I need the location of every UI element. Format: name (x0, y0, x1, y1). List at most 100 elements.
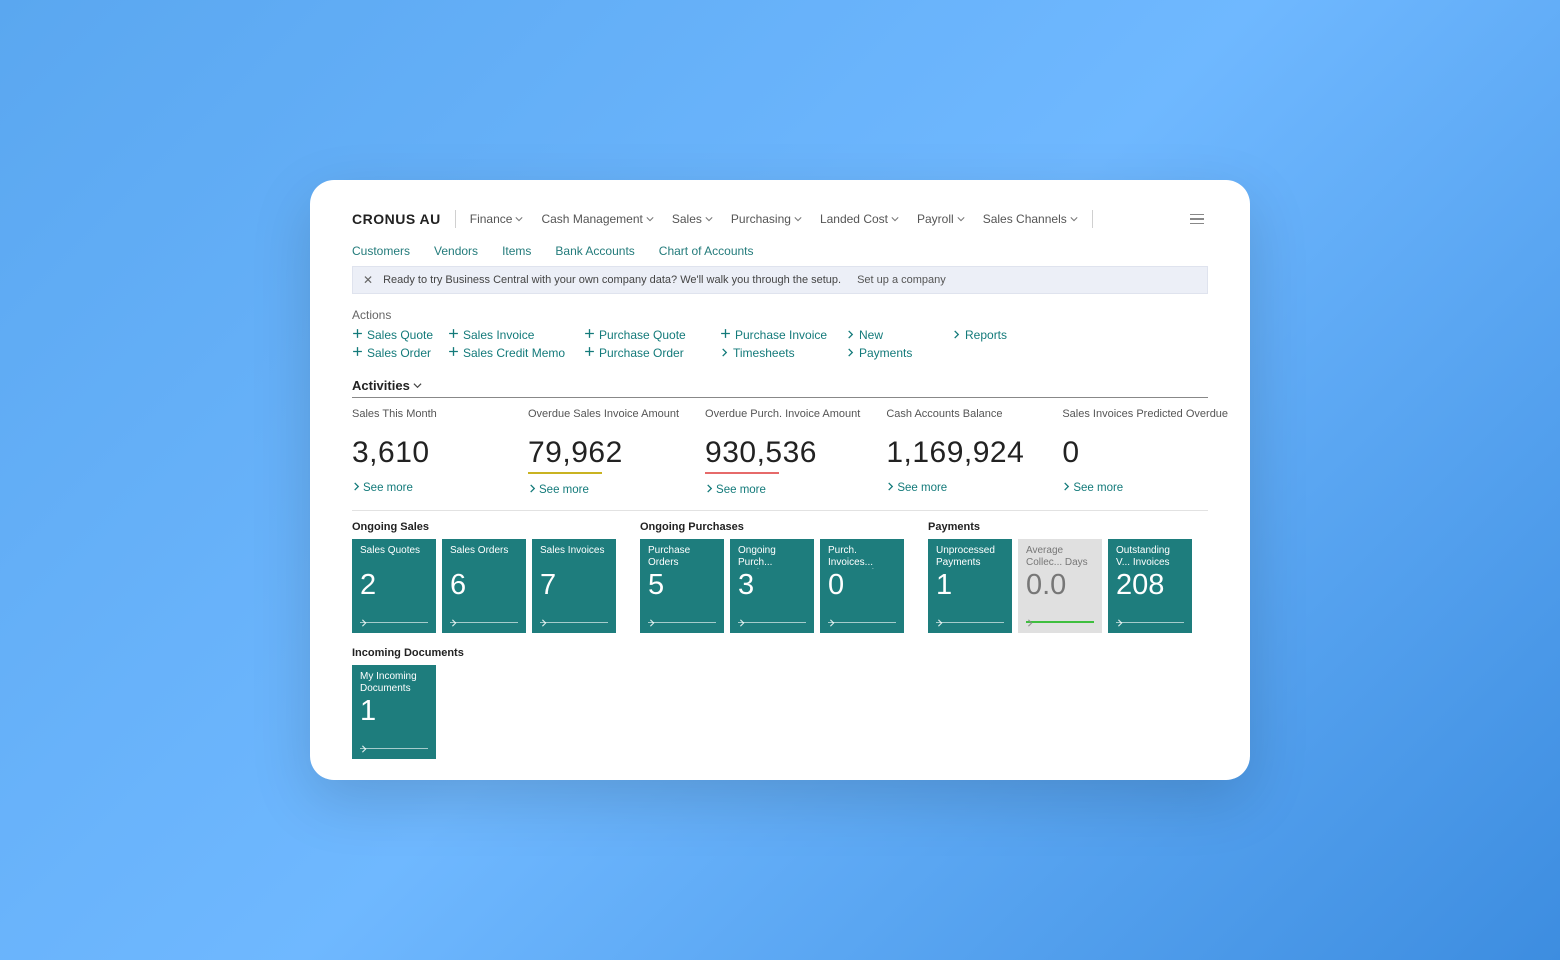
banner-text: Ready to try Business Central with your … (383, 274, 841, 286)
tile-title: Sales Orders (450, 545, 518, 569)
tile-underline (540, 622, 608, 623)
chevron-right-icon (1062, 482, 1071, 494)
kpi-label: Cash Accounts Balance (886, 408, 1036, 434)
kpi-value: 79,962 (528, 436, 679, 470)
see-more-link[interactable]: See more (528, 484, 679, 496)
tile-row: Unprocessed Payments1Average Collec... D… (928, 539, 1192, 633)
tile[interactable]: Outstanding V... Invoices208 (1108, 539, 1192, 633)
menu-item[interactable]: Payroll (917, 212, 965, 226)
action-label: New (859, 328, 883, 342)
chevron-right-icon (936, 619, 944, 629)
top-bar: CRONUS AU FinanceCash ManagementSalesPur… (352, 210, 1208, 228)
app-window: CRONUS AU FinanceCash ManagementSalesPur… (310, 180, 1250, 780)
kpi-label: Sales Invoices Predicted Overdue (1062, 408, 1228, 434)
kpi-value: 0 (1062, 436, 1228, 470)
chevron-right-icon (540, 619, 548, 629)
chevron-down-icon (1070, 215, 1078, 223)
action-label: Purchase Order (599, 346, 684, 360)
menu-label: Finance (470, 212, 513, 226)
tile-title: Ongoing Purch... Invoices (738, 545, 806, 569)
action-link[interactable]: Sales Quote (352, 328, 442, 342)
tile[interactable]: Unprocessed Payments1 (928, 539, 1012, 633)
plus-icon (352, 346, 363, 360)
kpi-label: Sales This Month (352, 408, 502, 434)
menu-item[interactable]: Sales Channels (983, 212, 1078, 226)
see-more-link[interactable]: See more (705, 484, 860, 496)
tile-row: Purchase Orders5Ongoing Purch... Invoice… (640, 539, 904, 633)
chevron-right-icon (1026, 619, 1034, 629)
kpi: Sales This Month3,610See more (352, 408, 502, 496)
sublink[interactable]: Items (502, 244, 531, 258)
tile[interactable]: Sales Invoices7 (532, 539, 616, 633)
see-more-link[interactable]: See more (352, 482, 502, 494)
action-link[interactable]: Sales Order (352, 346, 442, 360)
tile-title: Sales Invoices (540, 545, 608, 569)
tile[interactable]: Sales Orders6 (442, 539, 526, 633)
tile-group: Ongoing PurchasesPurchase Orders5Ongoing… (640, 521, 904, 633)
tile-value: 7 (540, 569, 608, 602)
action-link[interactable]: New (846, 328, 946, 342)
kpi-label: Overdue Sales Invoice Amount (528, 408, 679, 434)
action-link[interactable]: Purchase Quote (584, 328, 714, 342)
action-link[interactable]: Payments (846, 346, 946, 360)
kpi-value: 1,169,924 (886, 436, 1036, 470)
action-label: Sales Invoice (463, 328, 534, 342)
see-more-link[interactable]: See more (1062, 482, 1228, 494)
menu-item[interactable]: Landed Cost (820, 212, 899, 226)
plus-icon (720, 328, 731, 342)
tile-title: Purchase Orders (648, 545, 716, 569)
tile-row: Sales Quotes2Sales Orders6Sales Invoices… (352, 539, 616, 633)
action-link[interactable]: Reports (952, 328, 1052, 342)
action-label: Sales Quote (367, 328, 433, 342)
tile-title: My Incoming Documents (360, 671, 428, 695)
sublink[interactable]: Customers (352, 244, 410, 258)
tile-title: Unprocessed Payments (936, 545, 1004, 569)
divider (1092, 210, 1093, 228)
action-link[interactable]: Sales Invoice (448, 328, 578, 342)
action-label: Timesheets (733, 346, 795, 360)
menu-item[interactable]: Sales (672, 212, 713, 226)
chevron-right-icon (846, 346, 855, 360)
tile[interactable]: Purch. Invoices... Next Week0 (820, 539, 904, 633)
banner-action[interactable]: Set up a company (857, 274, 946, 286)
chevron-down-icon (515, 215, 523, 223)
kpi-row: Sales This Month3,610See more Overdue Sal… (352, 408, 1208, 496)
action-label: Sales Credit Memo (463, 346, 565, 360)
tile-group-title: Ongoing Sales (352, 521, 616, 533)
action-link[interactable]: Timesheets (720, 346, 840, 360)
menu-item[interactable]: Purchasing (731, 212, 802, 226)
banner-close-icon[interactable]: ✕ (363, 273, 373, 287)
see-more-label: See more (897, 482, 947, 494)
tile-underline (936, 622, 1004, 623)
action-link[interactable]: Purchase Order (584, 346, 714, 360)
action-label: Purchase Invoice (735, 328, 827, 342)
see-more-label: See more (363, 482, 413, 494)
tile[interactable]: My Incoming Documents1 (352, 665, 436, 759)
see-more-link[interactable]: See more (886, 482, 1036, 494)
tile[interactable]: Average Collec... Days0.0 (1018, 539, 1102, 633)
menu-item[interactable]: Finance (470, 212, 524, 226)
activities-heading[interactable]: Activities (352, 378, 1208, 393)
activities-label: Activities (352, 378, 410, 393)
chevron-right-icon (528, 484, 537, 496)
action-link[interactable]: Sales Credit Memo (448, 346, 578, 360)
kpi-label: Overdue Purch. Invoice Amount (705, 408, 860, 434)
chevron-right-icon (952, 328, 961, 342)
tile[interactable]: Purchase Orders5 (640, 539, 724, 633)
sublink[interactable]: Bank Accounts (555, 244, 634, 258)
chevron-right-icon (886, 482, 895, 494)
sublink[interactable]: Vendors (434, 244, 478, 258)
chevron-right-icon (705, 484, 714, 496)
tile-underline (360, 622, 428, 623)
tile-value: 2 (360, 569, 428, 602)
more-menu-icon[interactable] (1190, 214, 1208, 225)
plus-icon (584, 328, 595, 342)
menu-item[interactable]: Cash Management (541, 212, 653, 226)
tile-groups: Ongoing SalesSales Quotes2Sales Orders6S… (352, 521, 1208, 633)
sublink[interactable]: Chart of Accounts (659, 244, 754, 258)
kpi: Overdue Sales Invoice Amount79,962 See mo… (528, 408, 679, 496)
actions-grid: Sales Quote Sales Invoice Purchase Quote Pu… (352, 328, 1208, 360)
action-link[interactable]: Purchase Invoice (720, 328, 840, 342)
tile[interactable]: Ongoing Purch... Invoices3 (730, 539, 814, 633)
tile[interactable]: Sales Quotes2 (352, 539, 436, 633)
